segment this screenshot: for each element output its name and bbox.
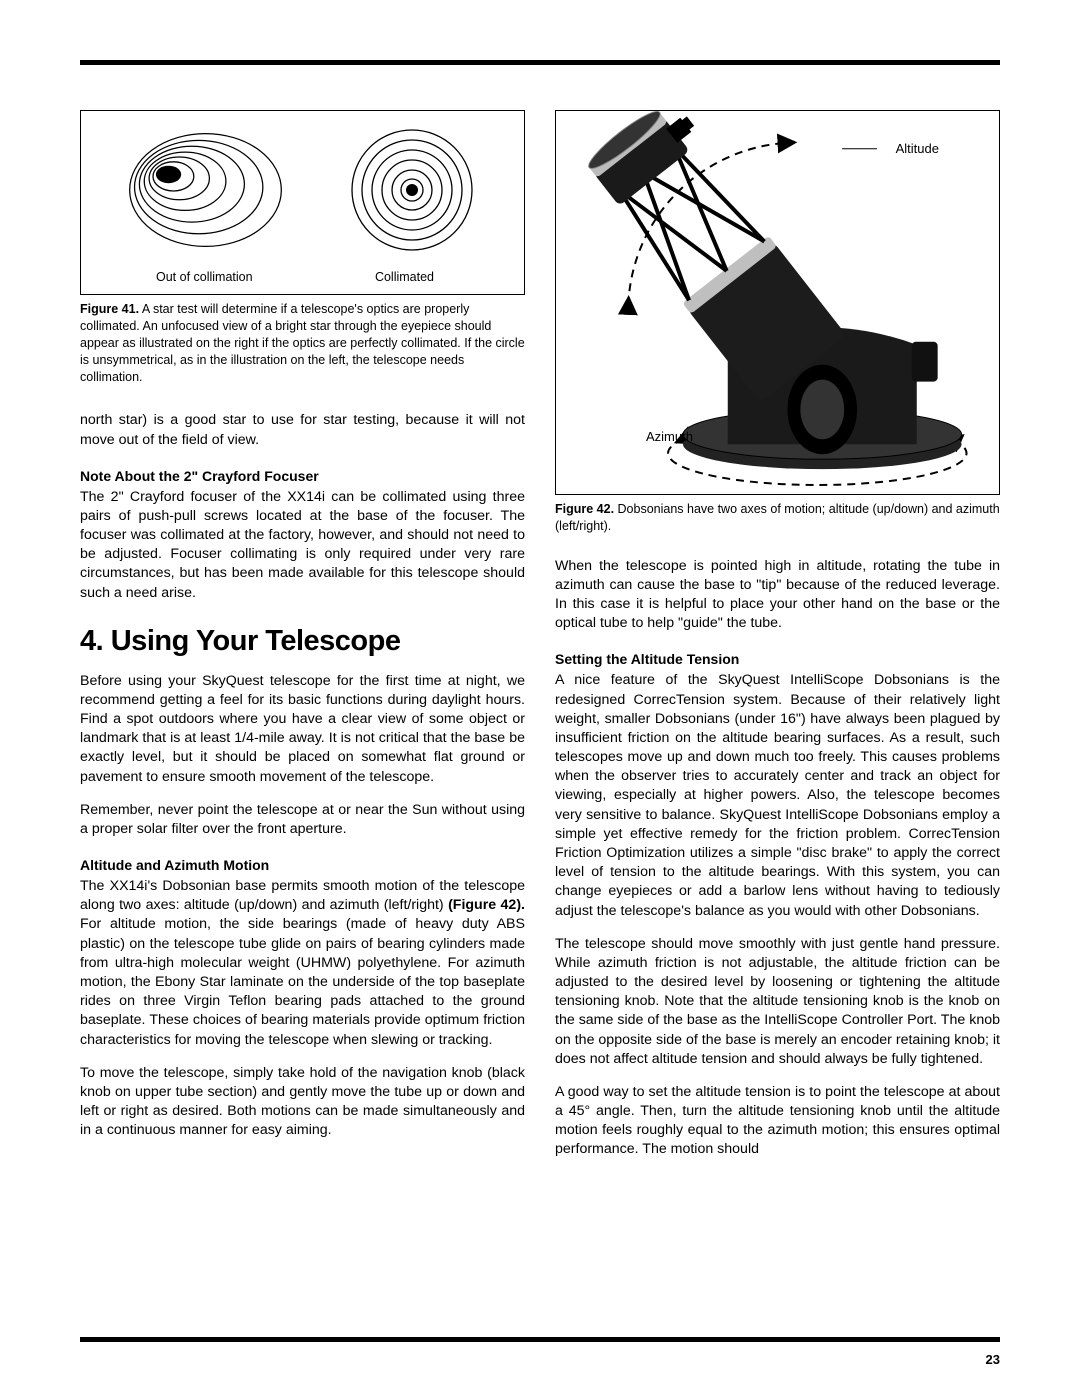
page-number: 23 <box>986 1352 1000 1367</box>
bottom-rule <box>80 1337 1000 1342</box>
fig41-caption-bold: Figure 41. <box>80 302 139 316</box>
left-p3: Before using your SkyQuest telescope for… <box>80 672 525 787</box>
top-rule <box>80 60 1000 65</box>
figure-42-caption: Figure 42. Dobsonians have two axes of m… <box>555 501 1000 535</box>
collimation-good-icon <box>337 120 487 260</box>
fig42-caption-bold: Figure 42. <box>555 502 614 516</box>
section-heading: 4. Using Your Telescope <box>80 625 525 658</box>
label-altitude: Altitude <box>896 141 939 156</box>
subhead-altaz: Altitude and Azimuth Motion <box>80 857 525 873</box>
left-p5b: For altitude motion, the side bearings (… <box>80 916 525 1047</box>
left-p5: The XX14i's Dobsonian base permits smoot… <box>80 877 525 1050</box>
column-right: Altitude Azimuth Figure 42. Dobsonians h… <box>555 110 1000 1327</box>
page-body: Out of collimation Collimated Figure 41.… <box>80 110 1000 1327</box>
telescope-diagram <box>556 111 999 494</box>
left-p5-bold: (Figure 42). <box>448 897 525 913</box>
right-p2: A nice feature of the SkyQuest IntelliSc… <box>555 671 1000 920</box>
fig41-label-left: Out of collimation <box>156 270 253 284</box>
collimation-bad-icon <box>118 120 293 260</box>
subhead-tension: Setting the Altitude Tension <box>555 651 1000 667</box>
figure-41-caption: Figure 41. A star test will determine if… <box>80 301 525 385</box>
column-left: Out of collimation Collimated Figure 41.… <box>80 110 525 1327</box>
fig42-caption-text: Dobsonians have two axes of motion; alti… <box>555 502 1000 533</box>
left-p4: Remember, never point the telescope at o… <box>80 801 525 839</box>
left-p1: north star) is a good star to use for st… <box>80 411 525 449</box>
left-p2: The 2" Crayford focuser of the XX14i can… <box>80 488 525 603</box>
fig41-label-right: Collimated <box>375 270 434 284</box>
figure-42-frame: Altitude Azimuth <box>555 110 1000 495</box>
subhead-crayford: Note About the 2" Crayford Focuser <box>80 468 525 484</box>
figure-41-frame: Out of collimation Collimated <box>80 110 525 295</box>
right-p1: When the telescope is pointed high in al… <box>555 557 1000 634</box>
fig41-caption-text: A star test will determine if a telescop… <box>80 302 525 384</box>
left-p6: To move the telescope, simply take hold … <box>80 1064 525 1141</box>
label-azimuth: Azimuth <box>646 429 693 444</box>
right-p4: A good way to set the altitude tension i… <box>555 1083 1000 1160</box>
right-p3: The telescope should move smoothly with … <box>555 935 1000 1069</box>
